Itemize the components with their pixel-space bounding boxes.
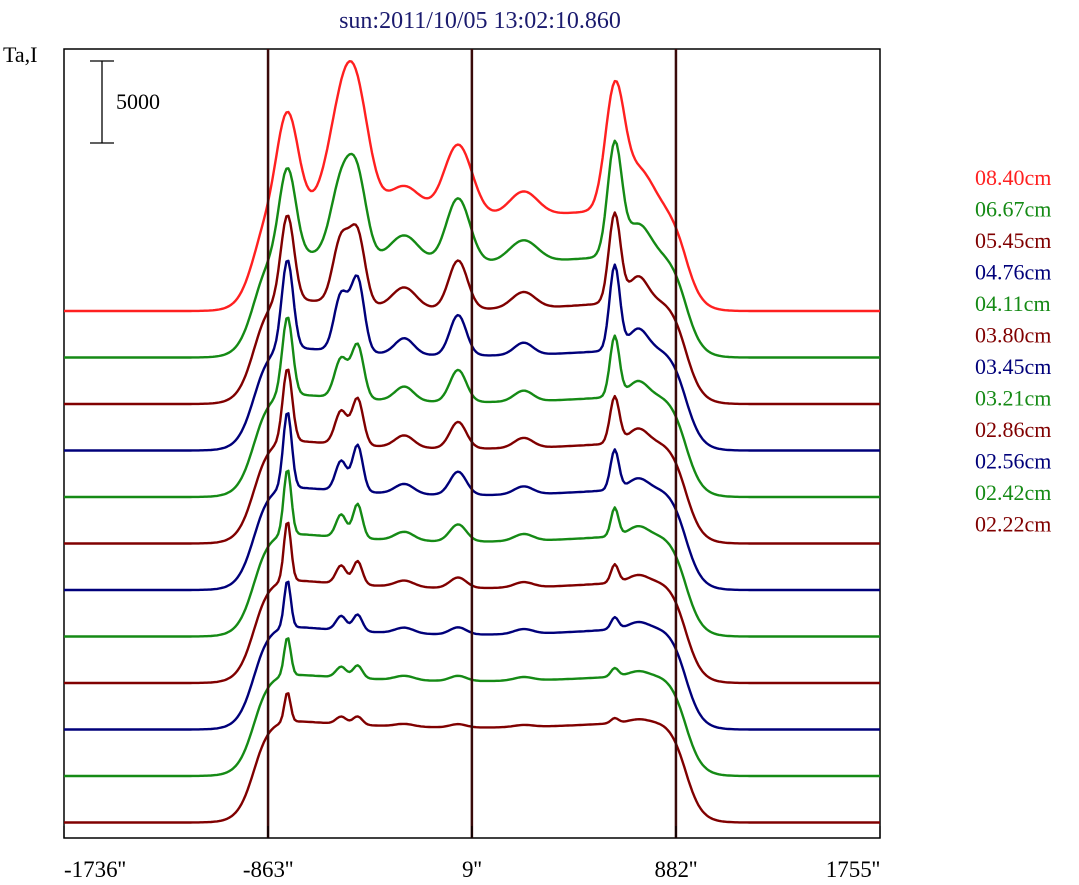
x-tick-label: -863'' <box>243 857 293 882</box>
legend-entry: 02.22cm <box>975 512 1051 537</box>
scale-bar: 5000 <box>90 60 160 144</box>
x-tick-label: 9'' <box>462 857 482 882</box>
x-tick-label: 882'' <box>655 857 698 882</box>
legend-entry: 02.42cm <box>975 480 1051 505</box>
legend-entry: 08.40cm <box>975 165 1051 190</box>
x-tick-label: -1736'' <box>64 857 126 882</box>
legend: 08.40cm 06.67cm 05.45cm 04.76cm 04.11cm 03.80… <box>975 165 1051 537</box>
x-ticks-layer: -1736'' -863'' 9'' 882'' 1755'' <box>63 826 881 882</box>
marker-lines-layer <box>266 49 678 838</box>
x-tick-label: 1755'' <box>826 857 880 882</box>
scale-bar-label: 5000 <box>116 89 160 114</box>
legend-entry: 02.56cm <box>975 449 1051 474</box>
legend-entry: 03.80cm <box>975 323 1051 348</box>
legend-entry: 03.21cm <box>975 386 1051 411</box>
legend-entry: 04.11cm <box>975 291 1051 316</box>
legend-entry: 02.86cm <box>975 417 1051 442</box>
legend-entry: 03.45cm <box>975 354 1051 379</box>
legend-entry: 05.45cm <box>975 228 1051 253</box>
y-axis-label: Ta,I <box>3 42 38 67</box>
chart-title: sun:2011/10/05 13:02:10.860 <box>339 8 621 34</box>
legend-entry: 06.67cm <box>975 197 1051 222</box>
legend-entry: 04.76cm <box>975 260 1051 285</box>
